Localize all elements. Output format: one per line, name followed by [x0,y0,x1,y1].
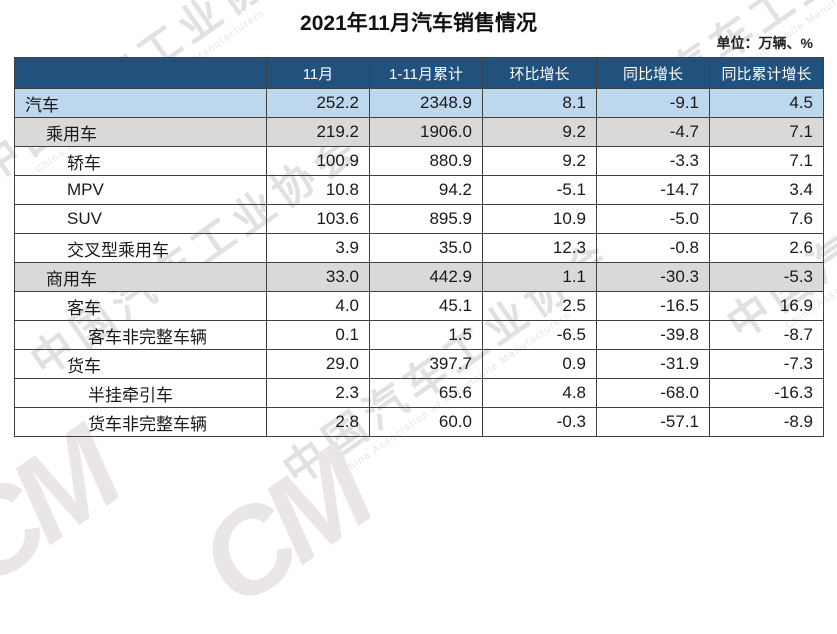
cell-value: 29.0 [266,349,370,379]
table-header-row: 11月 1-11月累计 环比增长 同比增长 同比累计增长 [14,57,824,89]
cell-value: 880.9 [369,146,483,176]
row-label: 汽车 [14,88,267,118]
cell-value: 100.9 [266,146,370,176]
cell-value: 4.5 [709,88,824,118]
auto-sales-table: 11月 1-11月累计 环比增长 同比增长 同比累计增长 汽车 252.2 2348.9 8.… [14,57,824,437]
cell-value: 7.1 [709,146,824,176]
cell-value: 895.9 [369,204,483,234]
page-title: 2021年11月汽车销售情况 [300,12,537,35]
cell-value: 4.8 [482,378,597,408]
row-label: 商用车 [14,262,267,292]
cell-value: 252.2 [266,88,370,118]
cell-value: 7.1 [709,117,824,147]
row-label: MPV [14,175,267,205]
cell-value: 7.6 [709,204,824,234]
row-label: 客车非完整车辆 [14,320,267,350]
unit-note: 单位：万辆、% [716,35,813,51]
table-row: 客车非完整车辆 0.1 1.5 -6.5 -39.8 -8.7 [14,320,824,350]
cell-value: 33.0 [266,262,370,292]
table-row: 货车非完整车辆 2.8 60.0 -0.3 -57.1 -8.9 [14,407,824,437]
cell-value: -5.3 [709,262,824,292]
cell-value: -5.0 [596,204,710,234]
column-header: 1-11月累计 [369,57,483,89]
cell-value: 94.2 [369,175,483,205]
row-label: 交叉型乘用车 [14,233,267,263]
cell-value: 3.9 [266,233,370,263]
table-row: 货车 29.0 397.7 0.9 -31.9 -7.3 [14,349,824,379]
cell-value: 2.6 [709,233,824,263]
column-header: 环比增长 [482,57,597,89]
cell-value: 397.7 [369,349,483,379]
column-header: 同比累计增长 [709,57,824,89]
column-header: 同比增长 [596,57,710,89]
cell-value: 2.8 [266,407,370,437]
column-header-category [14,57,267,89]
table-row: 商用车 33.0 442.9 1.1 -30.3 -5.3 [14,262,824,292]
row-label: 货车 [14,349,267,379]
cell-value: 10.8 [266,175,370,205]
table-row: 汽车 252.2 2348.9 8.1 -9.1 4.5 [14,88,824,118]
cell-value: -30.3 [596,262,710,292]
cell-value: -6.5 [482,320,597,350]
cell-value: -8.7 [709,320,824,350]
cell-value: 2.3 [266,378,370,408]
cell-value: -9.1 [596,88,710,118]
table-row: 交叉型乘用车 3.9 35.0 12.3 -0.8 2.6 [14,233,824,263]
cell-value: 0.1 [266,320,370,350]
row-label: SUV [14,204,267,234]
table-row: 半挂牵引车 2.3 65.6 4.8 -68.0 -16.3 [14,378,824,408]
column-header: 11月 [266,57,370,89]
report-content: 2021年11月汽车销售情况 单位：万辆、% 11月 1-11月累计 环比增长 同比增… [14,12,824,437]
cell-value: 4.0 [266,291,370,321]
cell-value: -0.3 [482,407,597,437]
cell-value: 8.1 [482,88,597,118]
cell-value: 35.0 [369,233,483,263]
cell-value: -14.7 [596,175,710,205]
cell-value: 60.0 [369,407,483,437]
cell-value: -8.9 [709,407,824,437]
cell-value: 65.6 [369,378,483,408]
table-row: 乘用车 219.2 1906.0 9.2 -4.7 7.1 [14,117,824,147]
cell-value: -16.3 [709,378,824,408]
cell-value: 219.2 [266,117,370,147]
cell-value: -16.5 [596,291,710,321]
cell-value: 9.2 [482,146,597,176]
row-label: 轿车 [14,146,267,176]
cell-value: 103.6 [266,204,370,234]
row-label: 货车非完整车辆 [14,407,267,437]
cell-value: 9.2 [482,117,597,147]
cell-value: -68.0 [596,378,710,408]
row-label: 半挂牵引车 [14,378,267,408]
cell-value: 1.1 [482,262,597,292]
row-label: 乘用车 [14,117,267,147]
cell-value: -3.3 [596,146,710,176]
table-row: MPV 10.8 94.2 -5.1 -14.7 3.4 [14,175,824,205]
cell-value: -39.8 [596,320,710,350]
cell-value: -0.8 [596,233,710,263]
table-row: 轿车 100.9 880.9 9.2 -3.3 7.1 [14,146,824,176]
cell-value: -57.1 [596,407,710,437]
cell-value: 2348.9 [369,88,483,118]
table-body: 汽车 252.2 2348.9 8.1 -9.1 4.5 乘用车 219.2 1906.0 9.2… [14,88,824,437]
row-label: 客车 [14,291,267,321]
cell-value: -4.7 [596,117,710,147]
cell-value: 12.3 [482,233,597,263]
cell-value: 0.9 [482,349,597,379]
cell-value: 16.9 [709,291,824,321]
cell-value: -5.1 [482,175,597,205]
table-row: SUV 103.6 895.9 10.9 -5.0 7.6 [14,204,824,234]
cell-value: 10.9 [482,204,597,234]
cell-value: -7.3 [709,349,824,379]
cell-value: 45.1 [369,291,483,321]
cell-value: 2.5 [482,291,597,321]
cell-value: -31.9 [596,349,710,379]
cell-value: 1906.0 [369,117,483,147]
cell-value: 442.9 [369,262,483,292]
cell-value: 3.4 [709,175,824,205]
cell-value: 1.5 [369,320,483,350]
table-row: 客车 4.0 45.1 2.5 -16.5 16.9 [14,291,824,321]
